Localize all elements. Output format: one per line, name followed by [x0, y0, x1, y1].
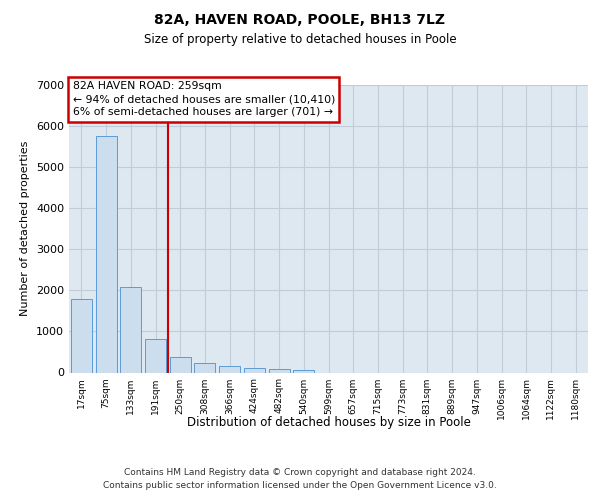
Bar — [269, 369, 290, 372]
Bar — [194, 362, 215, 372]
Text: Distribution of detached houses by size in Poole: Distribution of detached houses by size … — [187, 416, 471, 429]
Y-axis label: Number of detached properties: Number of detached properties — [20, 141, 31, 316]
Text: 82A HAVEN ROAD: 259sqm
← 94% of detached houses are smaller (10,410)
6% of semi-: 82A HAVEN ROAD: 259sqm ← 94% of detached… — [73, 81, 335, 118]
Bar — [120, 288, 141, 372]
Text: Contains HM Land Registry data © Crown copyright and database right 2024.: Contains HM Land Registry data © Crown c… — [124, 468, 476, 477]
Bar — [293, 370, 314, 372]
Text: 82A, HAVEN ROAD, POOLE, BH13 7LZ: 82A, HAVEN ROAD, POOLE, BH13 7LZ — [155, 12, 445, 26]
Bar — [219, 366, 240, 372]
Text: Contains public sector information licensed under the Open Government Licence v3: Contains public sector information licen… — [103, 482, 497, 490]
Bar — [71, 298, 92, 372]
Bar — [95, 136, 116, 372]
Bar — [145, 339, 166, 372]
Bar — [244, 368, 265, 372]
Text: Size of property relative to detached houses in Poole: Size of property relative to detached ho… — [143, 32, 457, 46]
Bar — [170, 357, 191, 372]
